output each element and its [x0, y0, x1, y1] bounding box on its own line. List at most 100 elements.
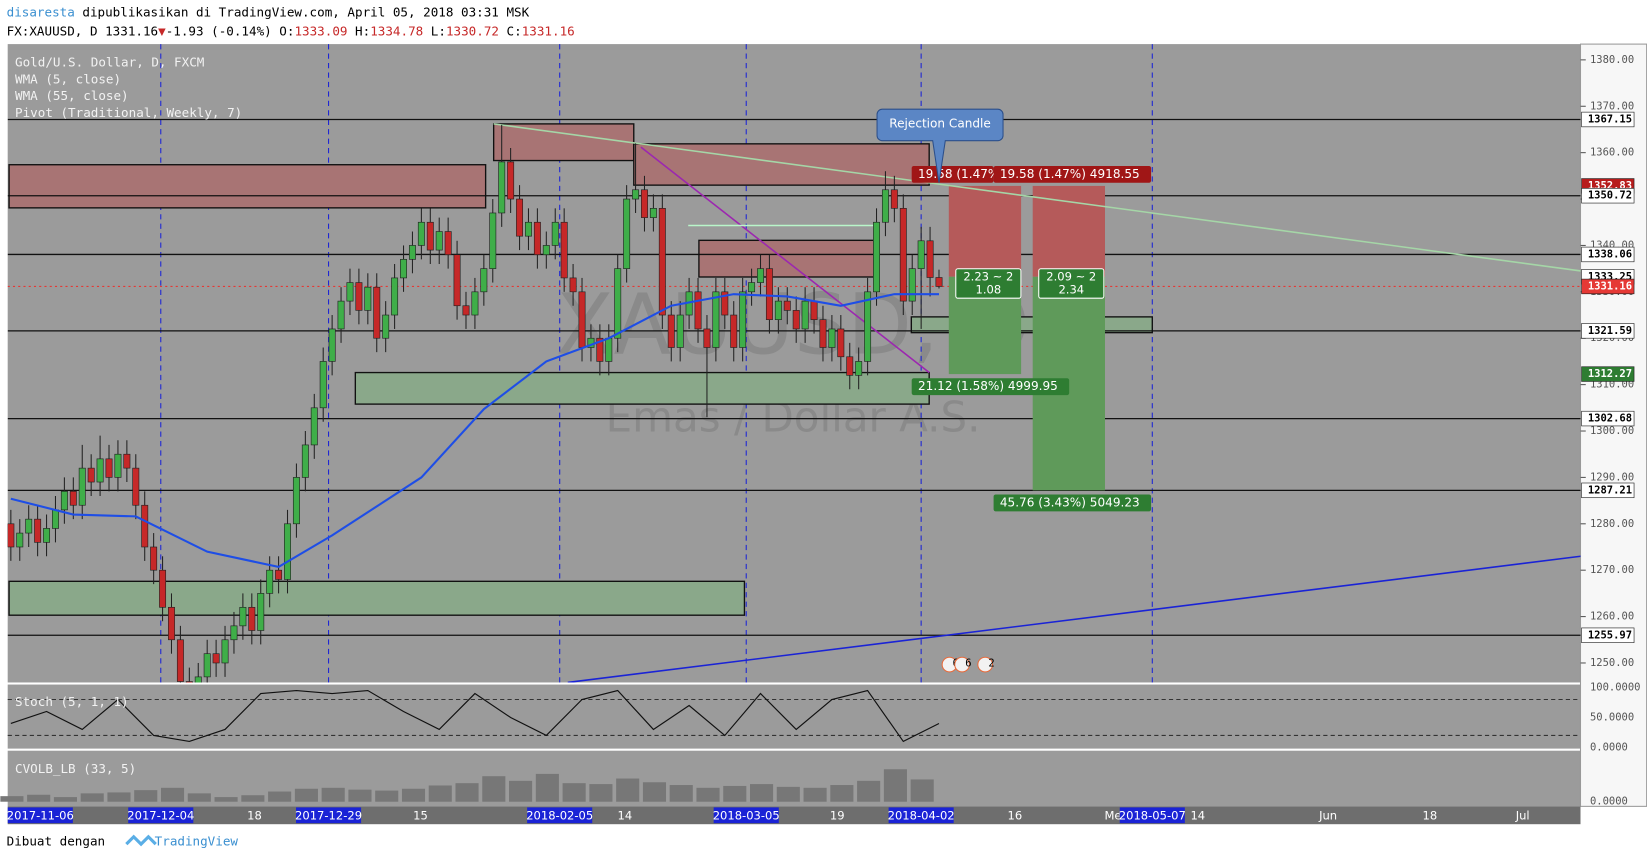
- candle-body: [614, 268, 622, 339]
- y-tick-label: 0.0000: [1590, 796, 1628, 808]
- label: H:: [355, 23, 370, 38]
- candle-body: [774, 300, 782, 320]
- candle-body: [346, 282, 354, 302]
- volume-bar: [294, 788, 318, 802]
- volume-bar: [107, 792, 131, 802]
- candle-body: [730, 314, 738, 348]
- candle-body: [890, 189, 898, 209]
- volume-bar: [803, 787, 827, 802]
- candle-body: [908, 268, 916, 302]
- candle-body: [578, 291, 586, 348]
- candle-body: [560, 221, 568, 279]
- candle-body: [230, 625, 238, 641]
- x-tick-label: 2018-04-02: [888, 808, 955, 822]
- x-tick-label: Jun: [1318, 808, 1337, 822]
- open: 1333.09: [294, 23, 347, 38]
- candle-body: [641, 189, 648, 218]
- candle-body: [382, 314, 390, 339]
- candle-body: [123, 453, 131, 469]
- price-label: 1331.16: [1588, 280, 1632, 292]
- zone: [633, 143, 930, 186]
- arrow: ▼: [158, 23, 166, 38]
- price-label: 1321.59: [1588, 325, 1632, 337]
- volume-bar: [616, 778, 640, 802]
- chart: XAUUSD, DEmas / Dollar A.S.2017-11-06201…: [0, 43, 1647, 825]
- candle-body: [159, 569, 167, 608]
- candle-body: [480, 268, 488, 293]
- event-count: 2: [988, 658, 994, 670]
- candle-body: [881, 189, 889, 223]
- volume-bar: [321, 787, 345, 802]
- candle-body: [248, 606, 256, 631]
- candle-body: [364, 286, 372, 311]
- candle-body: [25, 518, 33, 534]
- candle-body: [721, 291, 729, 316]
- volume-bar: [214, 797, 238, 802]
- candle-body: [444, 231, 452, 256]
- candle-body: [703, 328, 711, 348]
- ratio: 2.09 ~ 2: [1046, 270, 1096, 284]
- volume-bar: [642, 782, 667, 802]
- event-icon: [977, 656, 994, 673]
- price-label-bg: [1581, 111, 1635, 128]
- volume-bar: [27, 794, 51, 802]
- candle-body: [507, 161, 515, 200]
- label-bg: [911, 378, 1070, 396]
- candle-body: [623, 198, 631, 269]
- stoch-line: [10, 689, 940, 743]
- volume-bar: [589, 784, 613, 802]
- x-label-bg: [527, 807, 593, 824]
- author[interactable]: disaresta: [7, 4, 75, 19]
- trend-line: [567, 555, 1581, 683]
- x-tick-label: 2018-03-05: [713, 808, 780, 822]
- x-tick-label: 2017-12-04: [127, 808, 194, 822]
- volume-bar: [134, 790, 158, 802]
- label: C:: [507, 23, 522, 38]
- ratio: 1.08: [975, 282, 1001, 296]
- high: 1334.78: [370, 23, 423, 38]
- price-label-bg: [1581, 188, 1635, 204]
- candle-body: [658, 208, 666, 316]
- candle-body: [739, 291, 747, 348]
- label-bg: [993, 494, 1152, 512]
- candle-body: [453, 254, 461, 307]
- price-label: 1338.06: [1588, 248, 1632, 260]
- candle-body: [935, 277, 943, 287]
- x-tick-label: 14: [618, 808, 633, 822]
- trend-line: [493, 123, 1581, 272]
- candle-body: [52, 509, 59, 529]
- candle-body: [69, 491, 77, 506]
- volume-bar: [241, 795, 265, 802]
- ratio-box: [1038, 268, 1105, 299]
- zone: [8, 580, 746, 616]
- price-label-bg: [1581, 410, 1635, 427]
- candle-body: [926, 240, 934, 278]
- volume-bar: [535, 773, 559, 802]
- candle-body: [596, 337, 604, 362]
- candle-body: [864, 291, 872, 362]
- candle-body: [605, 337, 613, 362]
- candle-body: [319, 361, 327, 409]
- volume-bar: [669, 785, 693, 802]
- time-axis: [7, 806, 1581, 825]
- volume-bar: [857, 780, 881, 802]
- y-tick-label: 1370.00: [1590, 100, 1634, 112]
- volume-bar: [910, 779, 934, 802]
- candle-body: [667, 314, 675, 348]
- price-label-bg: [1581, 366, 1635, 382]
- candle-body: [400, 259, 407, 279]
- legend-entry: WMA (55, close): [15, 88, 129, 103]
- label: L:: [431, 23, 446, 38]
- legend-entry: WMA (5, close): [15, 71, 121, 86]
- candle-body: [417, 221, 425, 246]
- x-tick-label: 16: [1008, 808, 1023, 822]
- candle-body: [426, 221, 434, 251]
- candle-body: [801, 300, 809, 330]
- candle-body: [837, 328, 845, 358]
- candle-body: [7, 523, 15, 548]
- footer-brand[interactable]: TradingView: [155, 834, 239, 849]
- label-bg: [911, 165, 994, 183]
- stoch-pane: [7, 684, 1581, 749]
